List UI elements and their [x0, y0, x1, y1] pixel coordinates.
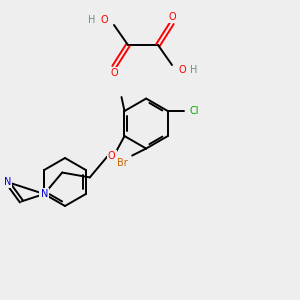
Text: O: O: [110, 68, 118, 78]
Text: O: O: [168, 12, 176, 22]
Text: H: H: [190, 65, 198, 75]
Text: N: N: [40, 189, 48, 199]
Text: O: O: [100, 15, 108, 25]
Text: H: H: [88, 15, 96, 25]
Text: O: O: [178, 65, 186, 75]
Text: N: N: [4, 177, 11, 187]
Text: Br: Br: [117, 158, 128, 167]
Text: Cl: Cl: [189, 106, 199, 116]
Text: O: O: [108, 151, 116, 161]
